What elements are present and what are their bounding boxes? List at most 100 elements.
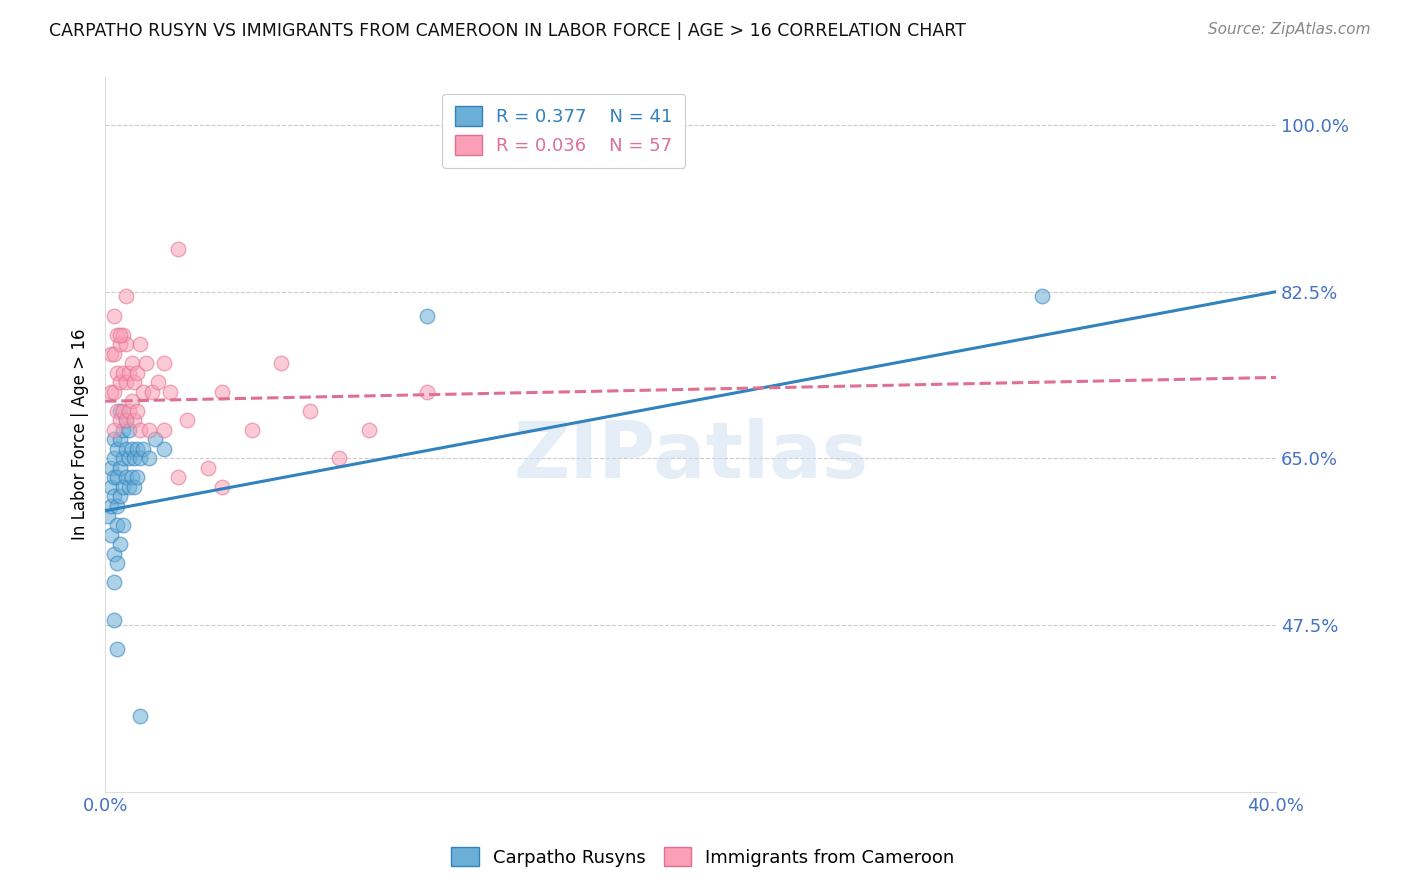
Point [143,433,166,447]
Point [129,708,152,723]
Point [129,451,152,466]
Point [111,451,134,466]
Point [176,413,198,427]
Point [117,403,139,417]
Point [159,384,181,399]
Point [138,423,160,437]
Point [103,423,125,437]
Point [121,470,143,484]
Point [111,327,134,342]
Point [105,556,128,570]
Point [111,366,134,380]
Point [135,356,157,370]
Point [146,375,169,389]
Point [114,413,136,427]
Point [103,470,125,484]
Point [117,366,139,380]
Point [121,394,143,409]
Point [103,547,125,561]
Point [114,289,136,303]
Point [197,461,219,475]
Point [108,327,131,342]
Point [108,403,131,417]
Point [299,403,322,417]
Point [108,413,131,427]
Point [114,413,136,427]
Point [416,309,439,323]
Point [103,451,125,466]
Point [121,356,143,370]
Point [167,470,190,484]
Point [141,384,163,399]
Point [108,461,131,475]
Point [240,423,263,437]
Point [105,366,128,380]
Point [129,423,152,437]
Point [114,337,136,351]
Point [103,384,125,399]
Point [114,375,136,389]
Legend: R = 0.377    N = 41, R = 0.036    N = 57: R = 0.377 N = 41, R = 0.036 N = 57 [441,94,685,168]
Point [114,442,136,456]
Point [108,490,131,504]
Point [124,375,146,389]
Point [211,480,233,494]
Point [117,451,139,466]
Point [103,346,125,360]
Point [105,518,128,533]
Point [124,413,146,427]
Point [111,403,134,417]
Point [103,433,125,447]
Point [132,442,155,456]
Text: CARPATHO RUSYN VS IMMIGRANTS FROM CAMEROON IN LABOR FORCE | AGE > 16 CORRELATION: CARPATHO RUSYN VS IMMIGRANTS FROM CAMERO… [49,22,966,40]
Point [100,499,122,513]
Point [132,384,155,399]
Point [328,451,350,466]
Point [108,375,131,389]
Point [100,384,122,399]
Point [103,490,125,504]
Text: ZIPatlas: ZIPatlas [513,418,868,494]
Point [416,384,439,399]
Point [124,480,146,494]
Point [127,366,149,380]
Point [108,337,131,351]
Point [124,451,146,466]
Point [117,423,139,437]
Point [100,346,122,360]
Point [105,442,128,456]
Point [100,527,122,541]
Point [152,423,174,437]
Point [105,641,128,656]
Point [100,480,122,494]
Point [270,356,292,370]
Point [103,575,125,590]
Legend: Carpatho Rusyns, Immigrants from Cameroon: Carpatho Rusyns, Immigrants from Cameroo… [444,840,962,874]
Point [97,508,120,523]
Point [108,433,131,447]
Point [127,470,149,484]
Point [105,403,128,417]
Point [121,442,143,456]
Point [152,442,174,456]
Point [100,461,122,475]
Point [105,470,128,484]
Point [357,423,380,437]
Point [103,613,125,627]
Point [1031,289,1053,303]
Point [127,442,149,456]
Point [111,518,134,533]
Point [108,537,131,551]
Point [114,470,136,484]
Point [129,337,152,351]
Point [138,451,160,466]
Point [211,384,233,399]
Point [127,403,149,417]
Point [105,327,128,342]
Point [167,242,190,256]
Point [111,423,134,437]
Y-axis label: In Labor Force | Age > 16: In Labor Force | Age > 16 [72,329,89,541]
Text: Source: ZipAtlas.com: Source: ZipAtlas.com [1208,22,1371,37]
Point [152,356,174,370]
Point [103,309,125,323]
